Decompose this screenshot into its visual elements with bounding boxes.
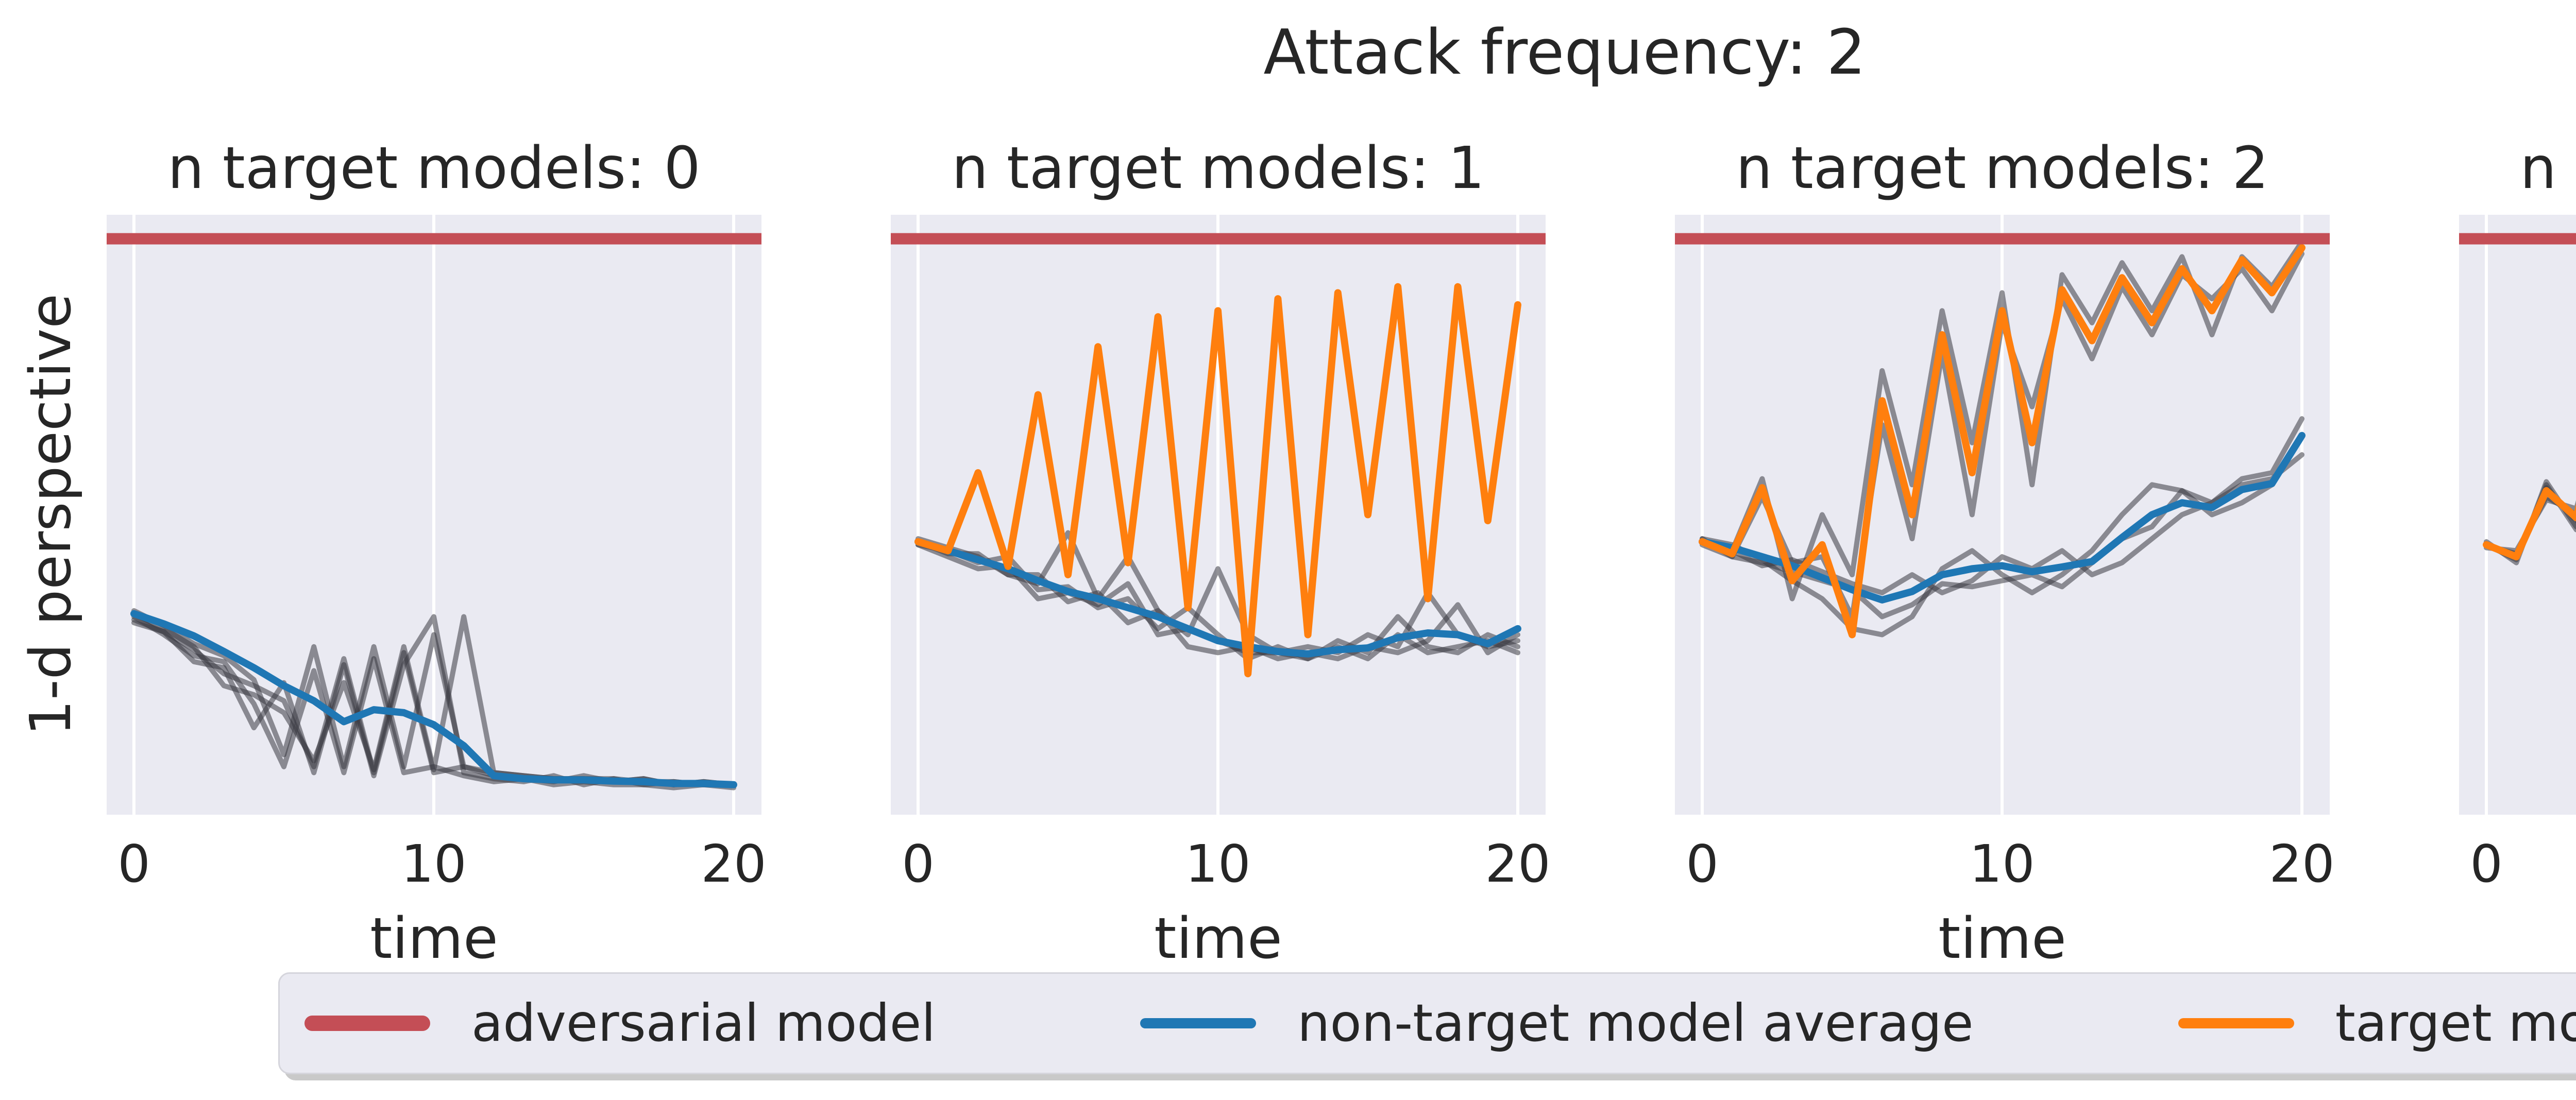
- x-tick-0: 0: [1686, 834, 1719, 894]
- line-chart: [107, 215, 761, 815]
- line-chart: [1675, 215, 2330, 815]
- line-chart: [891, 215, 1546, 815]
- plot-area: [2459, 215, 2576, 815]
- plot-area: [891, 215, 1546, 815]
- y-axis-label: 1-d perspective: [18, 294, 83, 736]
- non-target-avg-line: [130, 610, 737, 788]
- x-tick-20: 20: [701, 834, 767, 894]
- legend-item-adversarial: adversarial model: [304, 992, 936, 1054]
- adversarial-line-swatch-icon: [304, 1016, 430, 1031]
- subplot-title: n target models: 0: [167, 135, 701, 202]
- subplot-n-target-1: n target models: 1 0 10 20 time: [891, 0, 1551, 1100]
- x-tick-10: 10: [401, 834, 467, 894]
- x-tick-20: 20: [1485, 834, 1551, 894]
- subplot-title: n target models: 1: [952, 135, 1485, 202]
- x-tick-0: 0: [2470, 834, 2503, 894]
- target-line-swatch-icon: [2178, 1018, 2294, 1028]
- individual-line: [2484, 479, 2576, 565]
- non-target-avg-line: [914, 538, 1521, 658]
- x-axis-label: time: [1938, 905, 2066, 971]
- target-avg-line: [1699, 244, 2306, 639]
- x-axis-label: time: [1154, 905, 1282, 971]
- legend-label: adversarial model: [471, 993, 936, 1053]
- individual-line: [1700, 416, 2304, 638]
- x-axis-label: time: [2459, 902, 2576, 974]
- legend-item-target-avg: target model average: [2178, 992, 2576, 1054]
- x-tick-10: 10: [1185, 834, 1251, 894]
- subplot-n-target-0: n target models: 0 0 10 20 time: [107, 0, 767, 1100]
- subplot-n-target-2: n target models: 2 0 10 20 time: [1675, 0, 2335, 1100]
- x-tick-0: 0: [902, 834, 935, 894]
- legend-label: non-target model average: [1297, 993, 1974, 1053]
- x-axis-label: time: [370, 905, 498, 971]
- legend-item-non-target-avg: non-target model average: [1140, 992, 1974, 1054]
- x-tick-0: 0: [117, 834, 150, 894]
- subplot-title: n target models: 2: [1736, 135, 2269, 202]
- individual-line: [2484, 482, 2576, 562]
- figure-title: Attack frequency: 2: [1263, 17, 1866, 89]
- legend-label: target model average: [2335, 993, 2576, 1053]
- x-tick-20: 20: [2269, 834, 2335, 894]
- line-chart: [2459, 215, 2576, 815]
- legend: adversarial model non-target model avera…: [278, 972, 2576, 1074]
- x-tick-10: 10: [1969, 834, 2035, 894]
- non-target-line-swatch-icon: [1140, 1018, 1257, 1028]
- target-avg-line: [914, 283, 1521, 678]
- subplot-n-target-5: n target models: 5 0 10 20 time: [2459, 0, 2576, 1100]
- plot-area: [1675, 215, 2330, 815]
- plot-area: [107, 215, 761, 815]
- subplot-title: n target models: 5: [2520, 135, 2576, 202]
